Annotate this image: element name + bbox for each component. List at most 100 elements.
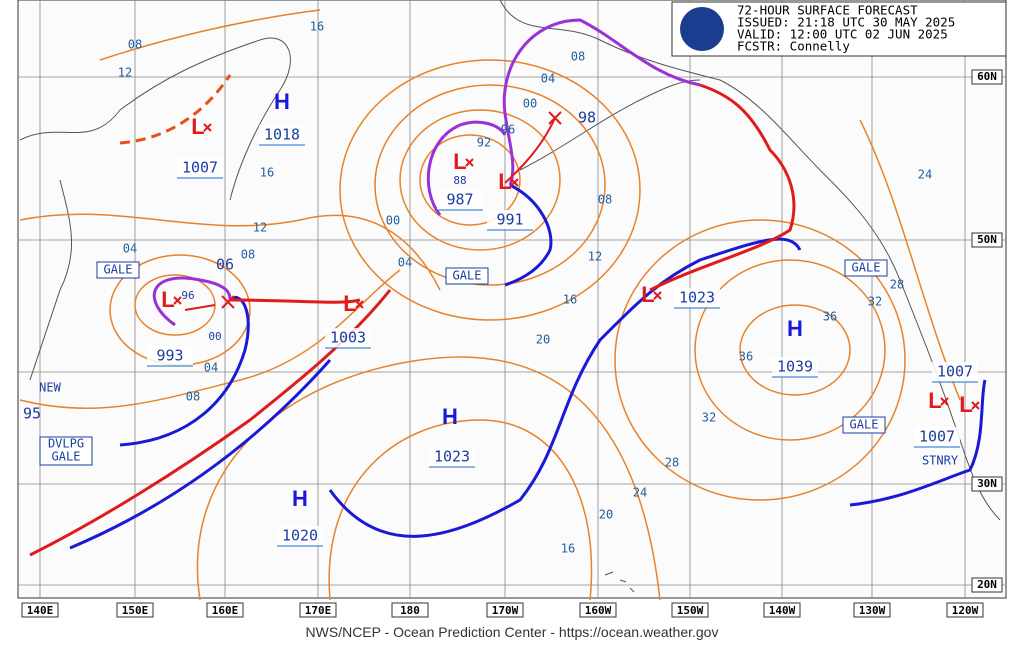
cold-front — [328, 237, 802, 538]
center-pressure: 1020 — [282, 527, 318, 545]
center-pressure: 1007 — [919, 428, 955, 446]
low-symbol: L — [959, 392, 972, 417]
isobar-label: 20 — [536, 333, 550, 347]
header-frame — [671, 1, 1007, 57]
high-symbol: H — [292, 486, 308, 511]
header-forecaster: FCSTR: Connelly — [737, 39, 850, 54]
warm-front — [229, 298, 361, 304]
lat-label: 60N — [977, 70, 997, 83]
isobar-label: 36 — [739, 350, 753, 364]
map-frame — [17, 0, 1007, 599]
center-pressure: 1018 — [264, 126, 300, 144]
low-symbol: L — [191, 114, 204, 139]
lon-label-box — [206, 602, 244, 618]
pressure-box — [177, 158, 223, 178]
warm-front — [649, 83, 796, 292]
pressure-box — [147, 346, 193, 366]
isobar-label: 12 — [253, 221, 267, 235]
isobar-label: 12 — [588, 250, 602, 264]
center-pressure: 1039 — [777, 358, 813, 376]
cold-front — [69, 359, 332, 550]
pressure-box — [772, 357, 818, 377]
dvlpg-label: DVLPG — [48, 437, 84, 451]
lon-label-box — [579, 602, 617, 618]
low-x — [203, 123, 212, 132]
pressure-box — [932, 362, 978, 382]
forecast-label: 98 — [578, 109, 596, 127]
track-arrow — [504, 117, 556, 184]
gale-box — [842, 416, 886, 434]
isobar-label: 24 — [918, 168, 932, 182]
low-symbol: L — [343, 291, 356, 316]
dvlpg-label: GALE — [52, 450, 81, 464]
isobar-label: 96 — [501, 123, 515, 137]
isobar-label: 20 — [599, 508, 613, 522]
isobar-label: 32 — [868, 295, 882, 309]
isobar-label: 04 — [541, 72, 555, 86]
lon-label: 180 — [400, 604, 420, 617]
high-symbol: H — [442, 404, 458, 429]
isobar-label: 16 — [260, 166, 274, 180]
isobar-label: 32 — [702, 411, 716, 425]
lon-label-box — [763, 602, 801, 618]
lon-label: 150E — [122, 604, 149, 617]
isobar-label: 04 — [398, 256, 412, 270]
lon-label: 120W — [952, 604, 979, 617]
header-valid: VALID: 12:00 UTC 02 JUN 2025 — [737, 27, 948, 42]
isobar-label: 04 — [204, 361, 218, 375]
high-symbol: H — [787, 316, 803, 341]
noaa-logo — [680, 7, 724, 51]
lon-label-box — [21, 602, 59, 618]
occluded-front — [152, 276, 232, 327]
isobar-label: 12 — [118, 66, 132, 80]
low-x — [355, 300, 364, 309]
occluded-front — [426, 120, 507, 216]
cold-front — [504, 183, 553, 287]
isobar-label: 04 — [123, 242, 137, 256]
low-x — [971, 401, 980, 410]
center-pressure: 1003 — [330, 329, 366, 347]
isobar-label: 92 — [477, 136, 491, 150]
isobar-label: 08 — [598, 193, 612, 207]
lon-label: 170E — [305, 604, 332, 617]
pressure-box — [487, 210, 533, 230]
lon-label: 140W — [769, 604, 796, 617]
pressure-box — [277, 526, 323, 546]
gale-label: GALE — [852, 261, 881, 275]
gale-box — [96, 261, 140, 279]
isobar-label: 08 — [241, 248, 255, 262]
isobar-label: 16 — [563, 293, 577, 307]
isobar-label: 28 — [665, 456, 679, 470]
lat-label: 30N — [977, 477, 997, 490]
center-pressure: 993 — [156, 347, 183, 365]
header-issued: ISSUED: 21:18 UTC 30 MAY 2025 — [737, 15, 955, 30]
low-x — [173, 296, 182, 305]
lon-label: 150W — [677, 604, 704, 617]
cold-front — [119, 296, 250, 447]
forecast-label: 95 — [23, 405, 41, 423]
isobar-label: 00 — [386, 214, 400, 228]
header-box: 72-HOUR SURFACE FORECAST ISSUED: 21:18 U… — [671, 1, 1007, 57]
high-symbol: H — [274, 89, 290, 114]
lon-label: 130W — [859, 604, 886, 617]
lon-label-box — [853, 602, 891, 618]
gale-box — [844, 259, 888, 277]
forecast-label: STNRY — [922, 454, 959, 468]
trough — [119, 74, 232, 145]
gale-label: GALE — [453, 269, 482, 283]
track-arrow — [184, 304, 216, 311]
lon-label: 170W — [492, 604, 519, 617]
forecast-label: 96 — [181, 289, 194, 302]
forecast-label: 88 — [453, 174, 466, 187]
isobar-label: 16 — [310, 20, 324, 34]
low-symbol: L — [928, 388, 941, 413]
low-x — [940, 397, 949, 406]
lat-label-box — [971, 476, 1003, 492]
pressure-box — [325, 328, 371, 348]
isobars — [19, 9, 961, 601]
occluded-front — [502, 18, 701, 186]
isobar-label: 36 — [823, 310, 837, 324]
lon-label-box — [391, 602, 429, 618]
labels: 140E 150E 160E 170E 180 170W 160W 150W 140W 130W 1… — [21, 20, 1003, 618]
